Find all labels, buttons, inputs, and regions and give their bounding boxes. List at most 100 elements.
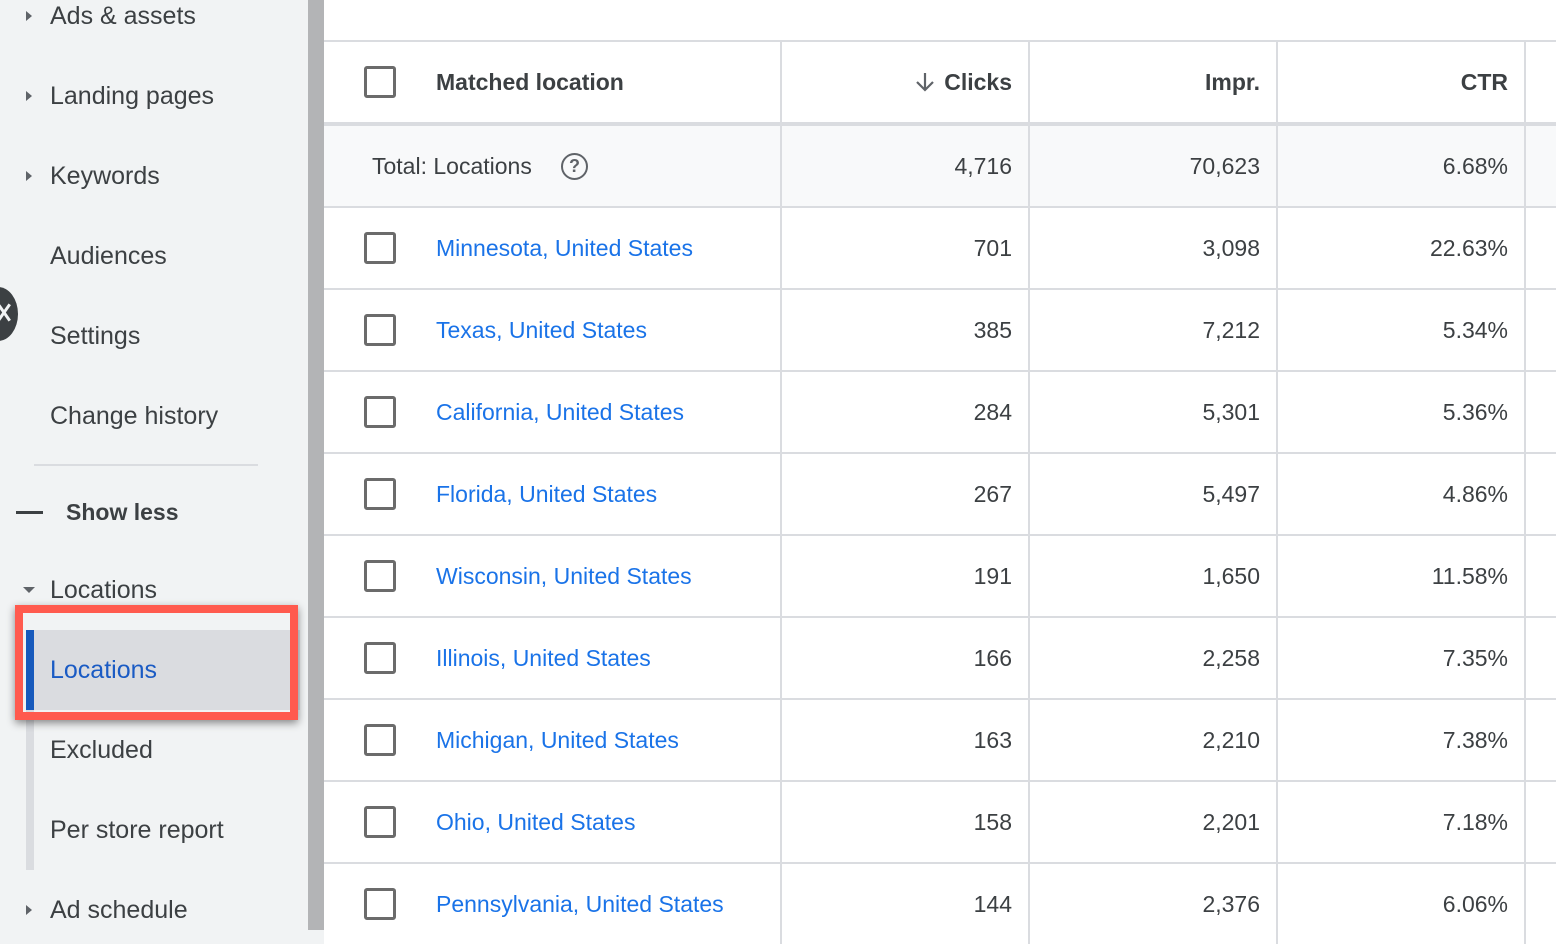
table-row: Wisconsin, United States 191 1,650 11.58… — [324, 536, 1556, 618]
sidebar-item-label: Keywords — [50, 161, 160, 190]
cell-impr: 2,201 — [1030, 782, 1278, 862]
cell-clicks: 267 — [782, 454, 1030, 534]
sidebar-item-locations-group[interactable]: Locations — [0, 550, 300, 630]
cell-ctr: 5.36% — [1278, 372, 1526, 452]
close-icon[interactable] — [0, 287, 18, 341]
row-checkbox[interactable] — [364, 888, 396, 920]
sidebar-subitem-excluded[interactable]: Excluded — [0, 710, 300, 790]
sidebar-subitem-locations[interactable]: Locations — [26, 630, 300, 710]
row-checkbox[interactable] — [364, 232, 396, 264]
cell-ctr: 7.18% — [1278, 782, 1526, 862]
impr-value: 3,098 — [1202, 234, 1260, 261]
location-link[interactable]: California, United States — [436, 398, 685, 425]
row-checkbox[interactable] — [364, 724, 396, 756]
header-cell-ctr[interactable]: CTR — [1278, 42, 1526, 122]
arrow-down-icon — [914, 70, 936, 94]
cell-ctr: 5.34% — [1278, 290, 1526, 370]
sidebar-nav: Ads & assets Landing pages Keywords Audi… — [0, 0, 308, 944]
sidebar-item-label: Ads & assets — [50, 1, 196, 30]
total-label: Total: Locations — [372, 152, 532, 179]
cell-location: Michigan, United States — [324, 700, 782, 780]
clicks-value: 158 — [973, 808, 1012, 835]
cell-location: Illinois, United States — [324, 618, 782, 698]
sidebar-item-settings[interactable]: Settings — [0, 296, 300, 376]
header-cell-location: Matched location — [324, 42, 782, 122]
location-link[interactable]: Florida, United States — [436, 480, 658, 507]
cell-ctr: 6.06% — [1278, 864, 1526, 944]
row-checkbox[interactable] — [364, 314, 396, 346]
sidebar-item-label: Audiences — [50, 241, 167, 270]
cell-ctr: 7.38% — [1278, 700, 1526, 780]
sidebar-item-label: Ad schedule — [50, 895, 188, 924]
minus-icon — [16, 510, 43, 514]
ctr-value: 4.86% — [1442, 480, 1508, 507]
cell-location: Minnesota, United States — [324, 208, 782, 288]
sidebar-item-label: Change history — [50, 401, 219, 430]
impr-value: 5,301 — [1202, 398, 1260, 425]
sidebar-item-keywords[interactable]: Keywords — [0, 136, 300, 216]
table-header-row: Matched location Clicks Impr. CTR — [324, 42, 1556, 126]
locations-table: Matched location Clicks Impr. CTR Total:… — [324, 0, 1556, 944]
sidebar-item-label: Per store report — [50, 815, 224, 844]
row-checkbox[interactable] — [364, 642, 396, 674]
table-total-row: Total: Locations ? 4,716 70,623 6.68% — [324, 126, 1556, 208]
total-cell-location: Total: Locations ? — [324, 126, 782, 206]
row-checkbox[interactable] — [364, 560, 396, 592]
impr-value: 2,376 — [1202, 890, 1260, 917]
cell-impr: 3,098 — [1030, 208, 1278, 288]
cell-clicks: 385 — [782, 290, 1030, 370]
ctr-value: 7.18% — [1442, 808, 1508, 835]
sidebar-item-label: Locations — [50, 575, 158, 604]
sidebar-item-label: Landing pages — [50, 81, 215, 110]
column-header-clicks: Clicks — [944, 68, 1012, 95]
location-link[interactable]: Wisconsin, United States — [436, 562, 692, 589]
header-cell-clicks[interactable]: Clicks — [782, 42, 1030, 122]
location-link[interactable]: Pennsylvania, United States — [436, 890, 724, 917]
table-row: California, United States 284 5,301 5.36… — [324, 372, 1556, 454]
cell-ctr: 7.35% — [1278, 618, 1526, 698]
select-all-checkbox[interactable] — [364, 66, 396, 98]
ctr-value: 7.38% — [1442, 726, 1508, 753]
location-link[interactable]: Ohio, United States — [436, 808, 636, 835]
column-header-ctr: CTR — [1460, 68, 1508, 95]
sidebar-item-ad-schedule[interactable]: Ad schedule — [0, 870, 300, 944]
cell-ctr: 4.86% — [1278, 454, 1526, 534]
cell-clicks: 158 — [782, 782, 1030, 862]
clicks-value: 191 — [973, 562, 1012, 589]
header-cell-impr[interactable]: Impr. — [1030, 42, 1278, 122]
sidebar-item-change-history[interactable]: Change history — [0, 376, 300, 456]
location-link[interactable]: Michigan, United States — [436, 726, 679, 753]
submenu-track — [26, 630, 34, 870]
sidebar-subitem-per-store-report[interactable]: Per store report — [0, 790, 300, 870]
clicks-value: 267 — [973, 480, 1012, 507]
cell-location: Ohio, United States — [324, 782, 782, 862]
total-ctr-value: 6.68% — [1442, 152, 1508, 179]
column-header-location[interactable]: Matched location — [436, 68, 624, 95]
sidebar-item-landing-pages[interactable]: Landing pages — [0, 56, 300, 136]
show-less-button[interactable]: Show less — [0, 480, 300, 544]
sidebar-scrollbar-thumb[interactable] — [308, 0, 324, 930]
cell-clicks: 701 — [782, 208, 1030, 288]
caret-down-icon — [23, 587, 35, 593]
sidebar-divider — [34, 464, 258, 466]
table-row: Michigan, United States 163 2,210 7.38% — [324, 700, 1556, 782]
help-icon[interactable]: ? — [561, 152, 588, 180]
impr-value: 7,212 — [1202, 316, 1260, 343]
ctr-value: 6.06% — [1442, 890, 1508, 917]
location-link[interactable]: Minnesota, United States — [436, 234, 693, 261]
row-checkbox[interactable] — [364, 806, 396, 838]
cell-location: Texas, United States — [324, 290, 782, 370]
caret-right-icon — [26, 171, 32, 181]
clicks-value: 385 — [973, 316, 1012, 343]
location-link[interactable]: Texas, United States — [436, 316, 647, 343]
table-row: Florida, United States 267 5,497 4.86% — [324, 454, 1556, 536]
cell-impr: 2,376 — [1030, 864, 1278, 944]
total-ctr: 6.68% — [1278, 126, 1526, 206]
sidebar-item-ads-assets[interactable]: Ads & assets — [0, 0, 300, 56]
sidebar-item-audiences[interactable]: Audiences — [0, 216, 300, 296]
row-checkbox[interactable] — [364, 396, 396, 428]
row-checkbox[interactable] — [364, 478, 396, 510]
total-impr-value: 70,623 — [1189, 152, 1260, 179]
sidebar-item-label: Excluded — [50, 735, 153, 764]
location-link[interactable]: Illinois, United States — [436, 644, 651, 671]
